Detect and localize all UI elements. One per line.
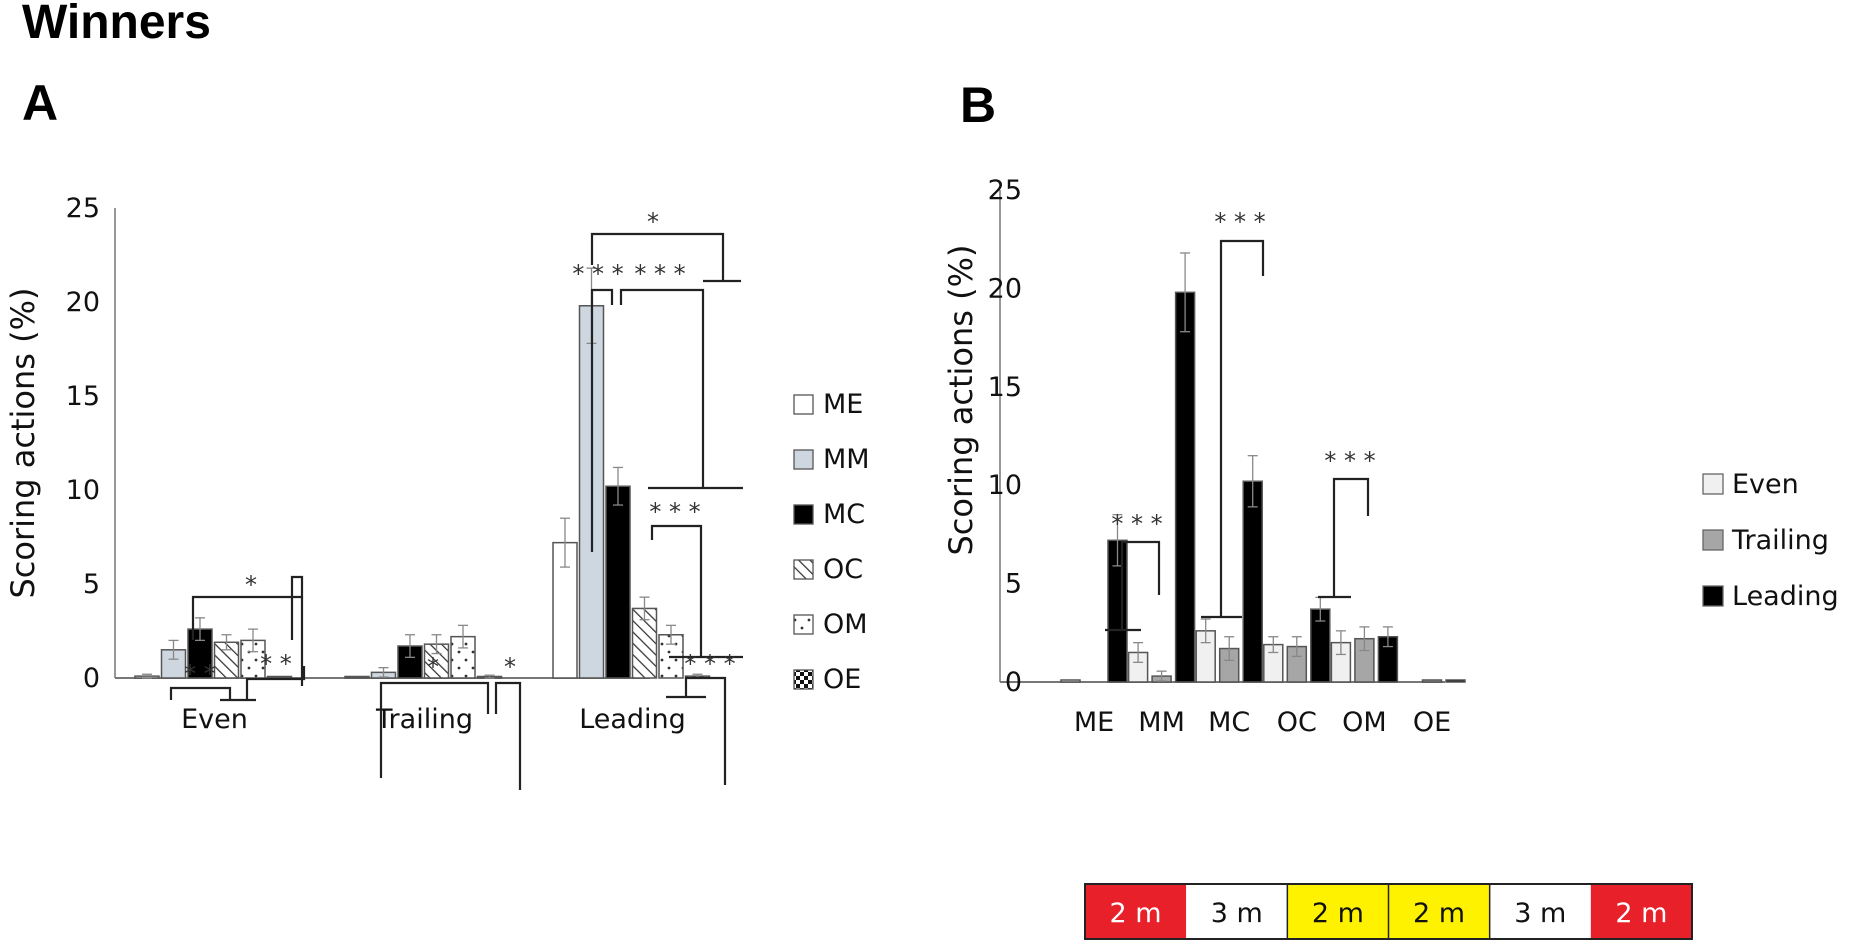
bar-leading-mc [605, 485, 631, 679]
legend-swatch-mm [793, 449, 814, 470]
significance-label: * * * [634, 260, 685, 288]
legend-label: OC [823, 554, 863, 585]
bar-even-oc [213, 641, 240, 679]
legend-swatch-trailing [1702, 529, 1724, 551]
bracket-leading-4 [684, 676, 727, 785]
y-tick-label: 5 [83, 569, 100, 600]
y-tick-label: 5 [1005, 569, 1022, 600]
bracket-me [1120, 540, 1161, 630]
x-category-label: MC [1208, 707, 1250, 738]
legend-label: OM [823, 609, 868, 640]
legend-swatch-even [1702, 473, 1724, 495]
bar-me-even [1060, 679, 1081, 683]
y-tick-label: 20 [988, 273, 1022, 304]
bracket-leading-1 [590, 288, 614, 552]
zone-cell-mc [1287, 884, 1389, 939]
bar-even-mc [187, 628, 213, 679]
legend-label: ME [823, 389, 863, 420]
legend-swatch-me [793, 394, 814, 415]
bracket-leading-3 [650, 524, 703, 657]
legend-label: Trailing [1731, 525, 1829, 556]
bracket-even-1 [169, 686, 232, 700]
zone-label: 2 m [1615, 898, 1667, 929]
bracket-mc [1332, 477, 1370, 597]
significance-label: * * * [1214, 208, 1265, 236]
zone-label: 2 m [1312, 898, 1364, 929]
legend-label: Even [1732, 469, 1799, 500]
panel-label-b: B [960, 77, 996, 133]
bracket-even-star [191, 575, 304, 640]
significance-label: * [245, 571, 257, 599]
x-category-label: OM [1342, 707, 1387, 738]
bracket-mm [1219, 239, 1265, 617]
bar-trailing-me [344, 675, 370, 679]
significance-label: * * * [684, 650, 735, 678]
significance-label: * [647, 208, 659, 236]
chart-a: 0 5 10 15 20 25 Scoring actions (%) Even Trailin… [4, 193, 870, 790]
legend-label: MM [823, 444, 870, 475]
x-category-label: Leading [579, 704, 686, 735]
y-tick-label: 10 [988, 470, 1022, 501]
legend-swatch-oc [793, 559, 814, 580]
legend-label: OE [823, 664, 861, 695]
panel-label-a: A [22, 75, 58, 131]
x-category-label: MM [1138, 707, 1185, 738]
zone-cell-oe [1590, 884, 1692, 939]
significance-label: * [504, 653, 516, 681]
bar-oe-leading [1445, 679, 1466, 683]
significance-label: * [427, 653, 439, 681]
significance-label: * * * [572, 260, 623, 288]
significance-label: * * * [1324, 447, 1375, 475]
y-tick-label: 25 [988, 175, 1022, 206]
bracket-even-2 [245, 666, 306, 700]
y-tick-label: 0 [83, 663, 100, 694]
significance-label: * * [260, 650, 292, 678]
y-tick-label: 25 [66, 193, 100, 224]
bar-mm-leading [1174, 291, 1196, 683]
y-tick-label: 15 [66, 381, 100, 412]
zone-label: 2 m [1413, 898, 1465, 929]
bracket-leading-2 [619, 288, 705, 488]
zone-cell-oc [1388, 884, 1490, 939]
chart-b: 0 5 10 15 20 25 Scoring actions (%) ME MM MC OC OM O… [942, 175, 1839, 940]
zone-label: 3 m [1514, 898, 1566, 929]
bracket-leading-star [590, 232, 725, 281]
x-category-label: ME [1074, 707, 1114, 738]
y-axis-label: Scoring actions (%) [942, 244, 980, 555]
y-tick-label: 20 [66, 287, 100, 318]
zone-cell-om [1489, 884, 1591, 939]
y-tick-label: 0 [1005, 667, 1022, 698]
bracket-trailing-2 [494, 681, 522, 790]
significance-label: * * * [1111, 510, 1162, 538]
bar-mc-leading [1242, 480, 1263, 683]
y-tick-label: 10 [66, 475, 100, 506]
x-category-label: OE [1413, 707, 1451, 738]
bracket-trailing-1 [379, 681, 490, 778]
y-axis-label: Scoring actions (%) [4, 287, 42, 598]
significance-label: * * [184, 660, 216, 688]
legend-swatch-leading [1702, 585, 1724, 607]
legend-swatch-om [793, 614, 814, 635]
zone-cell-me [1085, 884, 1187, 939]
x-category-label: OC [1277, 707, 1317, 738]
zone-label: 2 m [1110, 898, 1162, 929]
legend-label: MC [823, 499, 865, 530]
legend-label: Leading [1732, 581, 1839, 612]
legend-swatch-oe [793, 669, 814, 690]
legend-swatch-mc [793, 504, 814, 525]
bar-oe-trailing [1421, 679, 1443, 683]
figure-title: Winners [22, 0, 211, 49]
significance-label: * * * [649, 498, 700, 526]
zone-cell-mm [1186, 884, 1288, 939]
x-category-label: Even [181, 704, 248, 735]
zone-label: 3 m [1211, 898, 1263, 929]
y-tick-label: 15 [988, 372, 1022, 403]
x-category-label: Trailing [375, 704, 473, 735]
